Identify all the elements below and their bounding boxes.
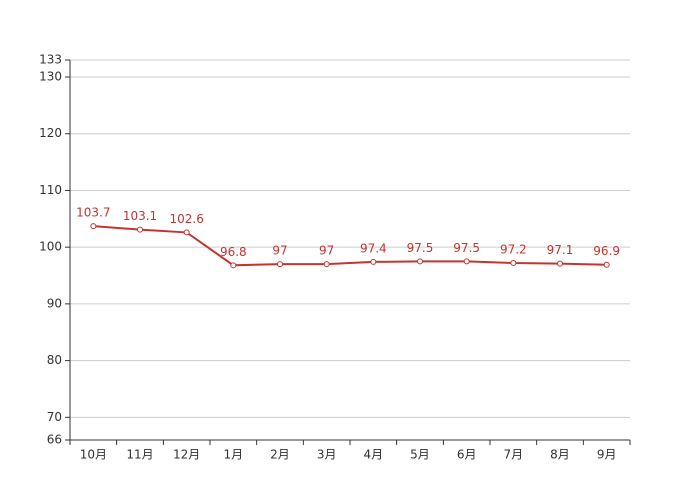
data-point [323,261,330,268]
y-tick-label: 66 [47,433,62,447]
data-label: 97 [319,244,334,258]
y-tick-label: 70 [47,410,62,424]
x-tick-label: 9月 [597,448,617,462]
data-point [370,258,377,265]
data-label: 96.8 [220,245,247,259]
data-label: 97.4 [360,241,387,255]
x-tick-label: 8月 [550,448,570,462]
data-point [230,262,237,269]
x-tick-label: 2月 [270,448,290,462]
x-tick-label: 1月 [224,448,244,462]
data-point [183,229,190,236]
data-line [93,225,607,267]
data-label: 96.9 [593,244,620,258]
y-tick-label: 130 [39,70,62,84]
data-point [417,258,423,265]
y-tick-label: 100 [39,240,62,254]
data-label: 97 [272,244,287,258]
x-tick-label: 3月 [317,448,337,462]
y-tick-label: 120 [39,126,62,140]
x-tick-label: 6月 [457,448,477,462]
y-tick-label: 80 [47,353,62,367]
data-label: 97.5 [453,241,480,255]
data-point [603,261,610,268]
data-label: 97.5 [407,241,434,255]
x-tick-label: 12月 [173,448,200,462]
x-tick-label: 10月 [80,448,107,462]
data-point [557,260,563,267]
data-point [510,260,517,267]
data-point [137,226,143,233]
data-label: 102.6 [169,212,203,226]
x-tick-label: 11月 [126,448,153,462]
data-label: 103.1 [123,209,157,223]
x-tick-label: 7月 [504,448,524,462]
data-label: 103.7 [76,206,110,220]
x-tick-label: 4月 [364,448,384,462]
y-tick-label: 110 [39,183,62,197]
data-point [90,223,97,230]
x-tick-label: 5月 [410,448,430,462]
data-label: 97.1 [547,243,574,257]
data-label: 97.2 [500,243,527,257]
y-tick-label: 90 [47,296,62,310]
data-point [277,261,283,268]
data-point [463,258,470,265]
y-tick-label: 133 [39,53,62,67]
